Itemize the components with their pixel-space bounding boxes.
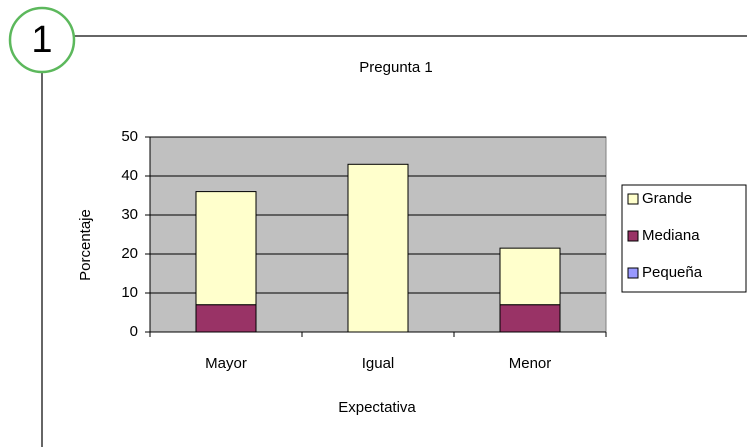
bar-segment bbox=[195, 304, 257, 333]
badge: 1 bbox=[31, 19, 52, 61]
legend-swatch bbox=[627, 230, 639, 242]
badge-circle bbox=[8, 6, 76, 74]
x-tick-label: Igual bbox=[362, 355, 395, 372]
legend-swatch bbox=[627, 193, 639, 205]
legend-swatch bbox=[627, 267, 639, 279]
x-tick-label: Mayor bbox=[205, 355, 247, 372]
legend-label: Mediana bbox=[642, 227, 700, 244]
legend-label: Grande bbox=[642, 190, 692, 207]
y-tick-label: 50 bbox=[121, 128, 138, 145]
legend-box bbox=[621, 184, 747, 293]
bar-segment bbox=[499, 304, 561, 333]
bar-segment bbox=[499, 247, 561, 306]
y-axis-label: Porcentaje bbox=[77, 209, 94, 281]
chart-title: Pregunta 1 bbox=[359, 59, 432, 76]
y-tick-label: 20 bbox=[121, 245, 138, 262]
y-tick-label: 30 bbox=[121, 206, 138, 223]
y-tick-label: 0 bbox=[130, 323, 138, 340]
y-tick-label: 10 bbox=[121, 284, 138, 301]
x-axis-label: Expectativa bbox=[338, 399, 416, 416]
bar-segment bbox=[347, 163, 409, 333]
bar-segment bbox=[195, 191, 257, 306]
legend-label: Pequeña bbox=[642, 264, 703, 281]
y-tick-label: 40 bbox=[121, 167, 138, 184]
x-tick-label: Menor bbox=[509, 355, 552, 372]
